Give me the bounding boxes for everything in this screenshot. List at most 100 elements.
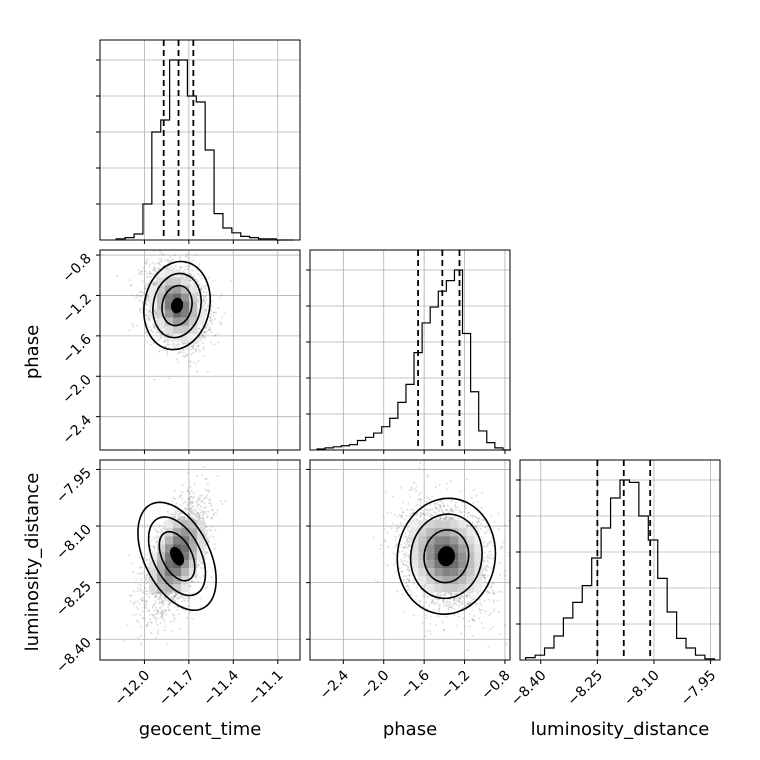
density-cell — [189, 309, 198, 318]
sample-point — [187, 501, 190, 504]
sample-point — [150, 314, 153, 317]
sample-point — [153, 327, 156, 330]
sample-point — [177, 513, 180, 516]
sample-point — [168, 592, 171, 595]
sample-point — [205, 294, 208, 297]
sample-point — [167, 259, 170, 262]
sample-point — [157, 591, 160, 594]
sample-point — [189, 495, 192, 498]
sample-point — [193, 513, 196, 516]
sample-point — [202, 498, 205, 501]
sample-point — [208, 320, 211, 323]
sample-point — [145, 314, 148, 317]
sample-point — [155, 636, 158, 639]
sample-point — [156, 592, 159, 595]
sample-point — [196, 505, 199, 508]
sample-point — [206, 371, 209, 374]
sample-point — [143, 293, 146, 296]
sample-point — [155, 328, 158, 331]
sample-point — [217, 307, 220, 310]
sample-point — [179, 595, 182, 598]
sample-point — [155, 283, 158, 286]
sample-point — [172, 342, 175, 345]
sample-point — [192, 259, 195, 262]
sample-point — [160, 252, 163, 255]
sample-point — [153, 613, 156, 616]
sample-point — [203, 285, 206, 288]
sample-point — [197, 294, 200, 297]
sample-point — [196, 563, 199, 566]
sample-point — [154, 311, 157, 314]
sample-point — [180, 512, 183, 515]
sample-point — [188, 508, 191, 511]
sample-point — [196, 290, 199, 293]
sample-point — [136, 587, 139, 590]
sample-point — [168, 267, 171, 270]
sample-point — [148, 609, 151, 612]
sample-point — [157, 262, 160, 265]
density-cell — [157, 317, 166, 326]
sample-point — [179, 517, 182, 520]
sample-point — [144, 579, 147, 582]
sample-point — [201, 517, 204, 520]
sample-point — [122, 640, 125, 643]
sample-point — [154, 591, 157, 594]
sample-point — [141, 600, 144, 603]
sample-point — [177, 361, 180, 364]
sample-point — [209, 535, 212, 538]
sample-point — [145, 287, 148, 290]
sample-point — [139, 642, 142, 645]
sample-point — [160, 257, 163, 260]
sample-point — [173, 489, 176, 492]
sample-point — [186, 490, 189, 493]
sample-point — [194, 514, 197, 517]
sample-point — [197, 499, 200, 502]
sample-point — [137, 269, 140, 272]
sample-point — [163, 339, 166, 342]
sample-point — [165, 349, 168, 352]
sample-point — [197, 292, 200, 295]
density-cell — [181, 293, 190, 302]
sample-point — [211, 508, 214, 511]
sample-point — [201, 500, 204, 503]
sample-point — [190, 348, 193, 351]
sample-point — [201, 295, 204, 298]
sample-point — [144, 284, 147, 287]
sample-point — [160, 612, 162, 615]
sample-point — [158, 338, 161, 341]
sample-point — [165, 613, 168, 616]
sample-point — [150, 329, 153, 332]
sample-point — [204, 295, 207, 298]
sample-point — [199, 499, 202, 502]
sample-point — [179, 516, 182, 519]
sample-point — [197, 518, 200, 521]
sample-point — [197, 360, 200, 363]
sample-point — [191, 352, 194, 355]
sample-point — [153, 546, 156, 549]
sample-point — [132, 570, 135, 573]
panel-frame — [99, 249, 301, 451]
sample-point — [204, 510, 207, 513]
sample-point — [196, 503, 199, 506]
sample-point — [193, 517, 196, 520]
sample-point — [156, 330, 159, 333]
sample-point — [202, 290, 205, 293]
sample-point — [184, 342, 187, 345]
sample-point — [195, 362, 198, 365]
sample-point — [149, 276, 152, 279]
sample-point — [148, 275, 151, 278]
sample-point — [151, 613, 154, 616]
sample-point — [195, 280, 198, 283]
density-cell — [189, 317, 198, 326]
sample-point — [146, 297, 149, 300]
sample-point — [204, 552, 207, 555]
scatter-panel-geocent-time-vs-phase — [96, 249, 301, 454]
sample-point — [205, 496, 208, 499]
sample-point — [183, 517, 186, 520]
sample-point — [166, 594, 169, 597]
sample-point — [192, 509, 195, 512]
sample-point — [188, 497, 191, 500]
sample-point — [189, 279, 192, 282]
sample-point — [139, 311, 142, 314]
sample-point — [192, 361, 195, 364]
